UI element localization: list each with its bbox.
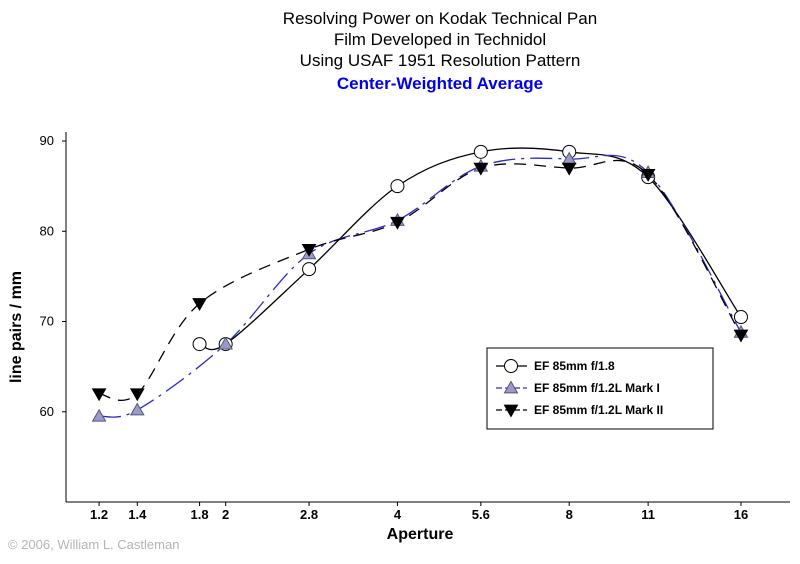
series-3-point [733,329,749,343]
chart-title-line-2: Film Developed in Technidol [333,30,547,49]
series-3-point [129,388,145,402]
x-tick-label: 4 [394,507,402,522]
series-3-point [192,298,207,311]
x-tick-label: 8 [566,507,573,522]
x-axis-label: Aperture [387,526,454,543]
y-tick-label: 60 [40,404,54,419]
legend-label-3: EF 85mm f/1.2L Mark II [534,403,663,417]
x-tick-label: 16 [734,507,748,522]
series-2-point [129,402,145,416]
chart-axes: 60 70 80 90 1.2 1.4 1.8 2 2.8 4 5.6 8 11 16 Aperture li… [8,132,790,543]
series-3-point [561,162,577,176]
series-1-point [302,262,317,277]
series-3-point [301,243,317,257]
legend-label-2: EF 85mm f/1.2L Mark I [534,381,660,395]
series-1-point [733,310,748,324]
y-axis-label: line pairs / mm [8,271,25,383]
legend-marker-1 [504,359,518,373]
series-1-point [473,144,488,159]
copyright-notice: © 2006, William L. Castleman [8,537,180,552]
x-tick-label: 11 [641,507,655,522]
series-3-point [640,169,656,182]
series-3-point [390,216,405,230]
y-tick-label: 80 [40,223,54,238]
chart-title-line-1: Resolving Power on Kodak Technical Pan [282,9,598,28]
chart-series [91,144,749,422]
series-1-point [390,179,405,194]
chart-title-line-3: Using USAF 1951 Resolution Pattern [299,51,581,70]
x-tick-label: 5.6 [472,507,490,522]
legend-marker-3 [503,404,519,418]
y-tick-label: 70 [40,314,54,329]
chart-title-block: Resolving Power on Kodak Technical Pan F… [0,8,800,97]
chart-legend: EF 85mm f/1.8 EF 85mm f/1.2L Mark I EF 85m… [486,347,714,430]
series-2-point [91,408,107,422]
chart-subtitle: Center-Weighted Average [336,74,544,93]
series-3-point [91,388,107,402]
x-tick-label: 2.8 [300,507,318,522]
legend-marker-2 [503,380,519,394]
y-tick-label: 90 [40,133,54,148]
series-line-1 [199,147,742,351]
series-1-point [192,337,207,352]
legend-label-1: EF 85mm f/1.8 [534,359,615,373]
x-tick-label: 1.8 [191,507,209,522]
x-tick-label: 2 [222,507,229,522]
x-tick-label: 1.4 [128,507,147,522]
x-tick-label: 1.2 [90,507,108,522]
series-3-point [473,162,489,176]
series-2-point [218,336,234,350]
